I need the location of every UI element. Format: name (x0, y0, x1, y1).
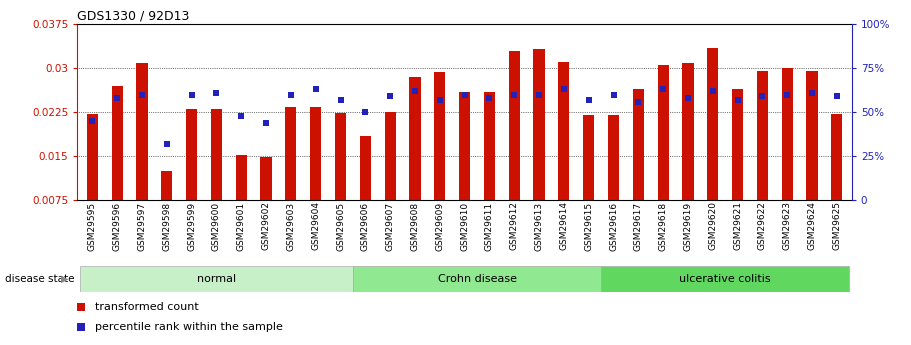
Text: GSM29599: GSM29599 (187, 201, 196, 250)
Bar (633, 89, 644, 200)
Text: ulcerative colitis: ulcerative colitis (680, 274, 771, 284)
Bar (384, 112, 395, 200)
Bar (459, 92, 470, 200)
Text: GSM29609: GSM29609 (435, 201, 445, 250)
Text: GSM29600: GSM29600 (212, 201, 221, 250)
Text: GSM29612: GSM29612 (510, 201, 518, 250)
Bar (806, 71, 818, 200)
Text: GSM29613: GSM29613 (535, 201, 544, 250)
Bar (261, 157, 271, 200)
Text: GSM29598: GSM29598 (162, 201, 171, 250)
Bar (732, 89, 743, 200)
Text: transformed count: transformed count (95, 302, 199, 312)
Text: GSM29621: GSM29621 (733, 201, 742, 250)
Bar (608, 115, 619, 200)
Text: GDS1330 / 92D13: GDS1330 / 92D13 (77, 10, 189, 23)
Text: GSM29623: GSM29623 (783, 201, 792, 250)
Bar (484, 92, 495, 200)
Bar (682, 63, 693, 200)
Bar (111, 86, 123, 200)
Bar (161, 171, 172, 200)
Bar (360, 136, 371, 200)
Text: percentile rank within the sample: percentile rank within the sample (95, 322, 282, 332)
Bar (583, 115, 594, 200)
Text: disease state: disease state (5, 274, 74, 284)
Bar (210, 109, 222, 200)
Text: GSM29606: GSM29606 (361, 201, 370, 250)
Text: GSM29608: GSM29608 (411, 201, 419, 250)
Bar (285, 107, 296, 200)
Bar (310, 107, 322, 200)
Bar (137, 63, 148, 200)
Text: GSM29605: GSM29605 (336, 201, 345, 250)
Text: GSM29622: GSM29622 (758, 201, 767, 250)
Text: GSM29597: GSM29597 (138, 201, 147, 250)
Bar (558, 62, 569, 200)
Bar (707, 48, 719, 200)
Bar (335, 113, 346, 200)
Text: GSM29596: GSM29596 (113, 201, 122, 250)
Bar (757, 71, 768, 200)
Text: GSM29614: GSM29614 (559, 201, 568, 250)
Text: GSM29617: GSM29617 (634, 201, 643, 250)
Bar (353, 266, 601, 292)
Bar (534, 49, 545, 200)
Bar (409, 77, 421, 200)
Bar (80, 266, 353, 292)
Bar (435, 72, 445, 200)
Text: GSM29610: GSM29610 (460, 201, 469, 250)
Text: GSM29604: GSM29604 (312, 201, 320, 250)
Text: ▶: ▶ (61, 274, 68, 284)
Text: GSM29601: GSM29601 (237, 201, 246, 250)
Text: GSM29595: GSM29595 (87, 201, 97, 250)
Text: GSM29603: GSM29603 (286, 201, 295, 250)
Bar (508, 51, 520, 200)
Text: GSM29616: GSM29616 (609, 201, 618, 250)
Text: GSM29619: GSM29619 (683, 201, 692, 250)
Text: Crohn disease: Crohn disease (437, 274, 517, 284)
Text: GSM29625: GSM29625 (833, 201, 842, 250)
Text: GSM29602: GSM29602 (261, 201, 271, 250)
Text: normal: normal (197, 274, 236, 284)
Bar (87, 114, 97, 200)
Bar (601, 266, 849, 292)
Text: GSM29607: GSM29607 (385, 201, 394, 250)
Bar (236, 155, 247, 200)
Bar (832, 114, 843, 200)
Text: GSM29620: GSM29620 (708, 201, 717, 250)
Text: GSM29624: GSM29624 (807, 201, 816, 250)
Bar (782, 68, 793, 200)
Text: GSM29615: GSM29615 (584, 201, 593, 250)
Text: GSM29618: GSM29618 (659, 201, 668, 250)
Bar (658, 65, 669, 200)
Text: GSM29611: GSM29611 (485, 201, 494, 250)
Bar (186, 109, 197, 200)
